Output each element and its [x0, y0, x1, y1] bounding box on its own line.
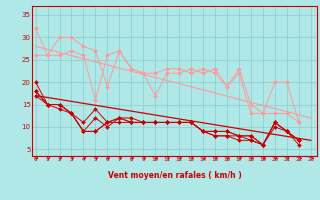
X-axis label: Vent moyen/en rafales ( km/h ): Vent moyen/en rafales ( km/h ): [108, 171, 241, 180]
